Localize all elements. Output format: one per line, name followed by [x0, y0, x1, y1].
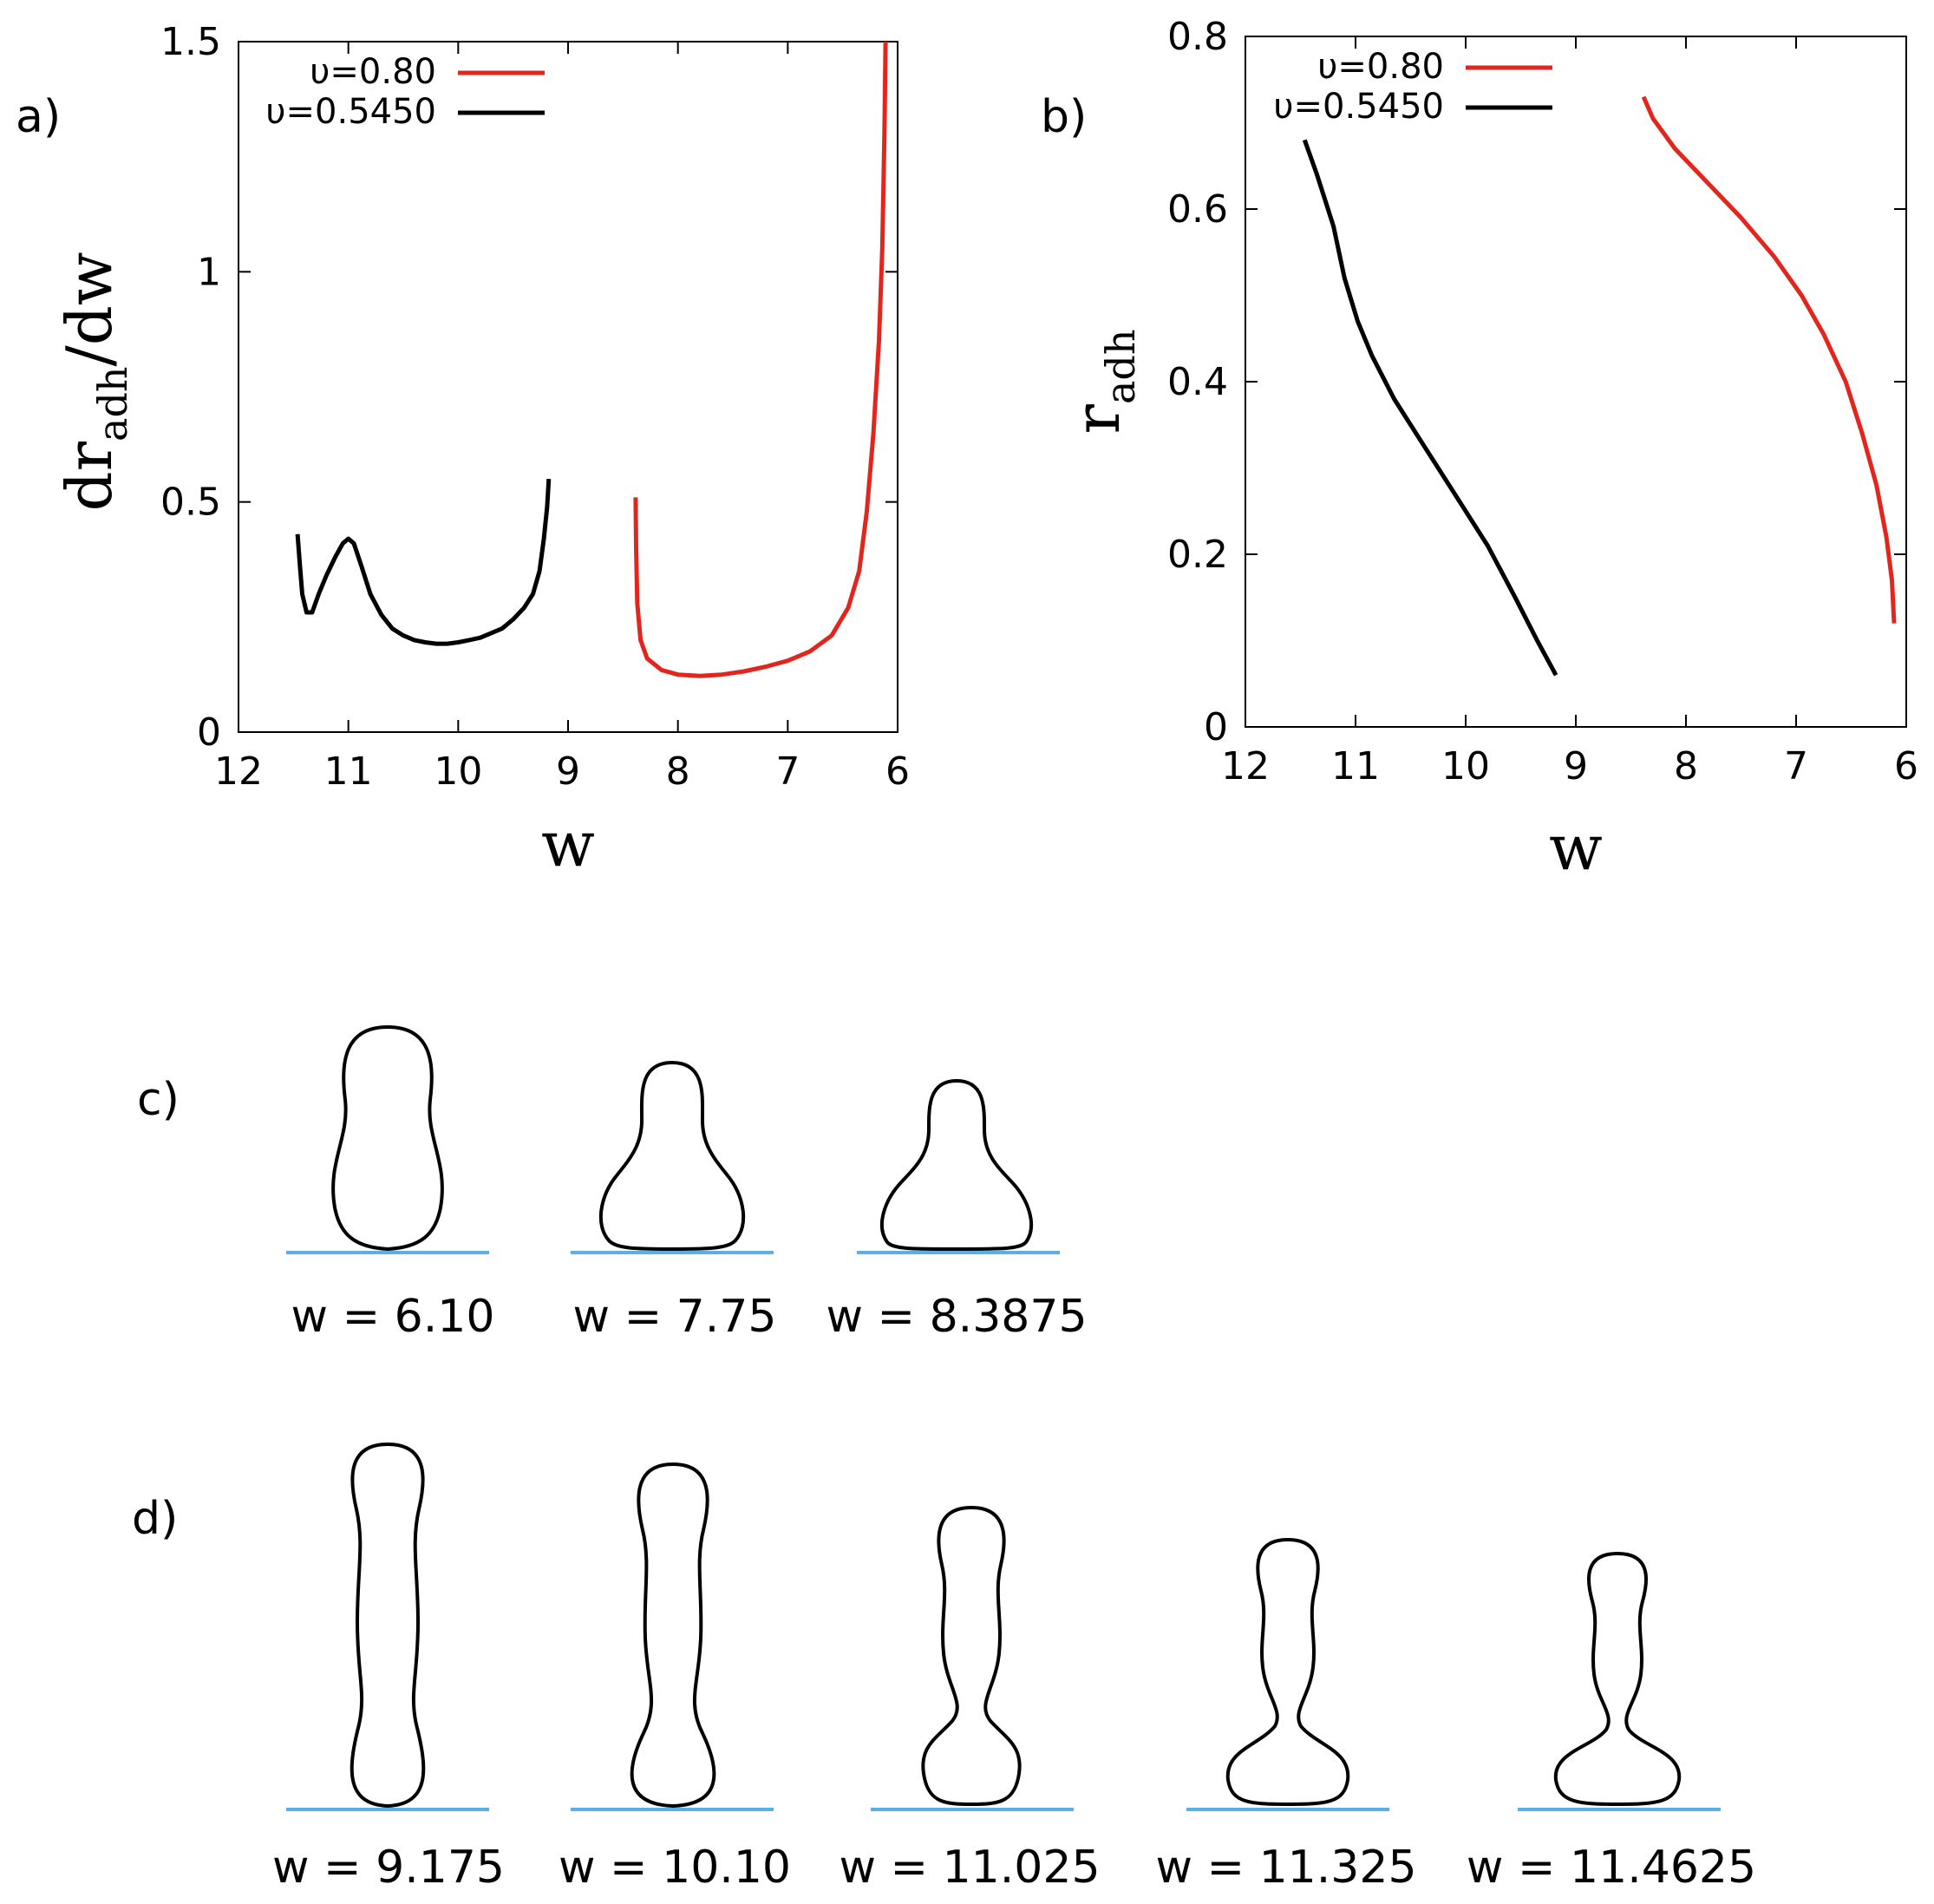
panel-d: d) w = 9.175 w = 10.10 w = 11.025 w = 11…: [132, 1442, 1756, 1894]
chart-b: b) 12 11 10 9 8 7 6 0 0.2 0.4 0.6 0.8 w radh υ=0.8…: [1041, 15, 1918, 884]
chart-a: a) 12 11 10 9 8 7 6 0 0.5 1 1.5 w dradh/dw υ=0.80…: [16, 20, 910, 880]
vesicle-shape-d-4: w = 11.325: [1155, 1537, 1417, 1894]
x-tick-label: 11: [324, 749, 373, 794]
x-tick-label: 12: [1221, 744, 1270, 788]
chart-b-series: [1302, 95, 1897, 677]
chart-b-y-label: radh: [1061, 330, 1144, 435]
y-tick-label: 0.5: [160, 481, 221, 525]
chart-a-y-ticks: 0 0.5 1 1.5: [160, 20, 898, 755]
chart-b-y-ticks: 0 0.2 0.4 0.6 0.8: [1167, 15, 1906, 749]
x-tick-label: 11: [1331, 744, 1380, 788]
shape-caption: w = 9.175: [272, 1842, 505, 1894]
y-tick-label: 0: [1204, 705, 1228, 749]
chart-b-frame: [1245, 36, 1907, 728]
vesicle-outline: [350, 1442, 426, 1809]
y-tick-label: 0: [197, 710, 221, 755]
chart-b-y-label-main: r: [1061, 403, 1134, 434]
chart-b-legend-label-1: υ=0.5450: [1273, 87, 1444, 127]
vesicle-shape-c-1: w = 6.10: [286, 1024, 495, 1343]
y-tick-label: 1: [197, 250, 221, 294]
panel-b-label: b): [1041, 91, 1087, 143]
chart-b-x-label: w: [1549, 811, 1603, 884]
chart-b-legend-label-0: υ=0.80: [1317, 47, 1444, 87]
panel-c: c) w = 6.10 w = 7.75 w = 8.3875: [137, 1024, 1088, 1343]
vesicle-shape-c-2: w = 7.75: [571, 1060, 777, 1343]
x-tick-label: 9: [1564, 744, 1588, 788]
panel-d-label: d): [132, 1493, 178, 1545]
chart-a-legend: υ=0.80 υ=0.5450: [265, 52, 545, 132]
shape-caption: w = 11.4625: [1467, 1842, 1756, 1894]
vesicle-shape-d-3: w = 11.025: [839, 1505, 1101, 1894]
y-tick-label: 1.5: [160, 20, 221, 64]
vesicle-outline: [1553, 1551, 1682, 1807]
chart-a-x-ticks: 12 11 10 9 8 7 6: [214, 42, 910, 794]
chart-a-y-label-main: dr: [53, 441, 126, 511]
vesicle-shape-d-1: w = 9.175: [272, 1442, 505, 1894]
x-tick-label: 6: [885, 749, 910, 794]
shape-caption: w = 11.025: [839, 1842, 1100, 1894]
chart-b-y-label-sub: adh: [1097, 330, 1144, 405]
vesicle-outline: [331, 1024, 444, 1252]
chart-b-x-ticks: 12 11 10 9 8 7 6: [1221, 36, 1918, 788]
x-tick-label: 10: [434, 749, 482, 794]
y-tick-label: 0.2: [1167, 533, 1228, 577]
chart-a-x-label: w: [541, 808, 595, 880]
x-tick-label: 12: [214, 749, 263, 794]
panel-c-label: c): [137, 1074, 180, 1126]
vesicle-outline: [1225, 1537, 1350, 1807]
vesicle-outline: [598, 1060, 746, 1252]
chart-a-legend-label-0: υ=0.80: [310, 52, 436, 92]
chart-b-legend: υ=0.80 υ=0.5450: [1273, 47, 1552, 127]
x-tick-label: 7: [1784, 744, 1808, 788]
x-tick-label: 8: [1674, 744, 1698, 788]
series-line-1: [1302, 139, 1558, 677]
series-line-1: [295, 478, 552, 646]
shape-caption: w = 7.75: [573, 1291, 777, 1343]
x-tick-label: 7: [775, 749, 800, 794]
y-tick-label: 0.6: [1167, 187, 1228, 232]
shape-caption: w = 6.10: [291, 1291, 495, 1343]
vesicle-outline: [879, 1078, 1034, 1251]
series-line-0: [633, 41, 888, 678]
chart-a-y-label-tail: /dw: [53, 252, 126, 367]
chart-a-series: [295, 41, 888, 678]
x-tick-label: 6: [1894, 744, 1918, 788]
y-tick-label: 0.4: [1167, 360, 1228, 404]
shape-caption: w = 8.3875: [826, 1291, 1087, 1343]
shape-caption: w = 11.325: [1155, 1842, 1416, 1894]
series-line-0: [1641, 95, 1897, 624]
vesicle-outline: [921, 1505, 1022, 1807]
vesicle-shape-d-5: w = 11.4625: [1467, 1551, 1756, 1894]
y-tick-label: 0.8: [1167, 15, 1228, 59]
x-tick-label: 10: [1441, 744, 1490, 788]
shape-caption: w = 10.10: [559, 1842, 791, 1894]
x-tick-label: 8: [666, 749, 690, 794]
chart-a-legend-label-1: υ=0.5450: [265, 92, 436, 132]
chart-a-y-label-sub: adh: [89, 366, 136, 442]
chart-a-frame: [238, 41, 898, 733]
vesicle-shape-d-2: w = 10.10: [559, 1462, 791, 1894]
vesicle-outline: [630, 1462, 716, 1809]
panel-a-label: a): [16, 91, 61, 143]
vesicle-shape-c-3: w = 8.3875: [826, 1078, 1088, 1343]
chart-a-y-label: dradh/dw: [53, 252, 136, 512]
x-tick-label: 9: [556, 749, 580, 794]
